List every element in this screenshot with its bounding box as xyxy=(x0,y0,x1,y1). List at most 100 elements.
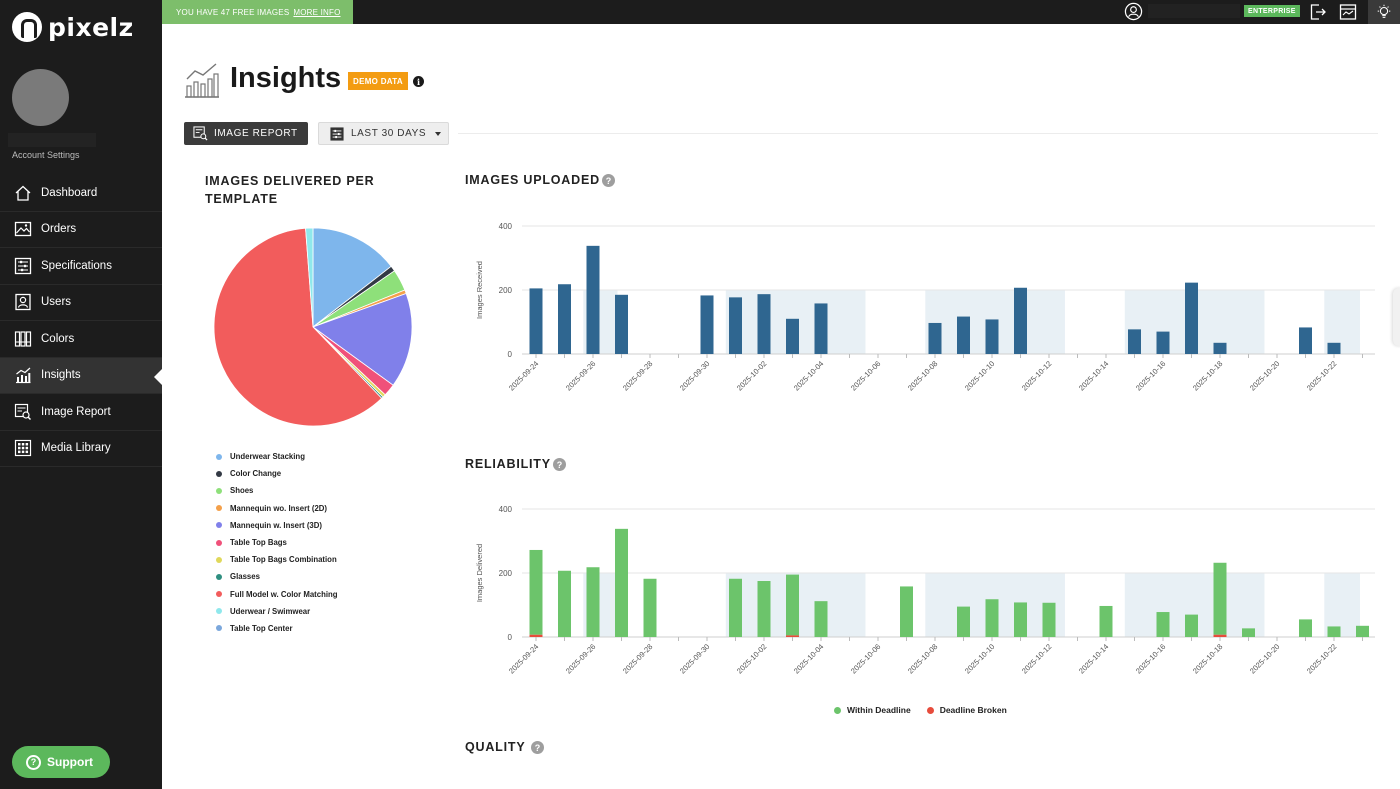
bar[interactable] xyxy=(928,322,942,354)
bar[interactable] xyxy=(700,295,714,354)
bar[interactable] xyxy=(1213,342,1227,354)
promo-text: YOU HAVE 47 FREE IMAGES xyxy=(176,7,290,17)
sidebar-item-specifications[interactable]: Specifications xyxy=(0,248,162,285)
bar-within-deadline[interactable] xyxy=(643,578,657,637)
bar[interactable] xyxy=(985,319,999,354)
bar[interactable] xyxy=(558,284,571,354)
bar-within-deadline[interactable] xyxy=(1014,602,1027,637)
sidebar-item-insights[interactable]: Insights xyxy=(0,357,162,394)
x-tick-label: 2025-10-22 xyxy=(1305,642,1338,675)
bar[interactable] xyxy=(814,303,828,354)
bar[interactable] xyxy=(586,245,600,354)
sidebar-item-orders[interactable]: Orders xyxy=(0,212,162,248)
legend-deadline-broken[interactable]: Deadline Broken xyxy=(926,705,1007,715)
pie-legend-item[interactable]: Glasses xyxy=(216,568,338,585)
avatar[interactable] xyxy=(12,69,69,126)
bar-within-deadline[interactable] xyxy=(786,574,799,636)
bar-within-deadline[interactable] xyxy=(586,567,600,637)
sidebar-item-users[interactable]: Users xyxy=(0,285,162,321)
help-icon[interactable]: ? xyxy=(531,741,544,754)
x-tick-label: 2025-10-08 xyxy=(906,642,939,675)
y-tick-label: 0 xyxy=(508,633,513,642)
bar-within-deadline[interactable] xyxy=(529,549,543,635)
pie-slice[interactable] xyxy=(213,227,383,427)
bar[interactable] xyxy=(1128,329,1141,354)
info-icon[interactable]: i xyxy=(413,76,424,87)
bar[interactable] xyxy=(786,318,799,354)
bar-within-deadline[interactable] xyxy=(1042,602,1056,637)
image-report-icon xyxy=(193,126,208,141)
bar-within-deadline[interactable] xyxy=(985,599,999,637)
pie-legend-item[interactable]: Table Top Bags xyxy=(216,534,338,551)
bar[interactable] xyxy=(1327,342,1341,354)
bar-within-deadline[interactable] xyxy=(1156,612,1170,637)
pie-slice[interactable] xyxy=(305,227,314,328)
bar-within-deadline[interactable] xyxy=(814,601,828,637)
pie-legend-item[interactable]: Mannequin w. Insert (3D) xyxy=(216,517,338,534)
logo[interactable]: pixelz xyxy=(12,10,134,44)
lightbulb-button[interactable] xyxy=(1368,0,1400,24)
date-range-dropdown[interactable]: LAST 30 DAYS xyxy=(318,122,449,145)
bar-within-deadline[interactable] xyxy=(757,581,771,637)
x-tick-label: 2025-10-22 xyxy=(1305,359,1338,392)
bar[interactable] xyxy=(957,316,970,354)
reliability-legend: Within Deadline Deadline Broken xyxy=(834,705,1007,715)
sidebar-item-colors[interactable]: Colors xyxy=(0,321,162,358)
y-axis-label: Images Received xyxy=(475,261,484,319)
bar-deadline-broken[interactable] xyxy=(529,634,543,637)
pie-legend-item[interactable]: Table Top Center xyxy=(216,620,338,637)
bar-within-deadline[interactable] xyxy=(615,528,628,637)
sidebar-item-image-report[interactable]: Image Report xyxy=(0,394,162,431)
pie-legend-item[interactable]: Table Top Bags Combination xyxy=(216,551,338,568)
pie-slice[interactable] xyxy=(312,227,392,328)
bar-within-deadline[interactable] xyxy=(1213,562,1227,635)
pie-legend-item[interactable]: Uderwear / Swimwear xyxy=(216,603,338,620)
bar-within-deadline[interactable] xyxy=(729,578,742,637)
pie-legend-item[interactable]: Color Change xyxy=(216,465,338,482)
legend-label: Full Model w. Color Matching xyxy=(230,589,338,599)
bar-within-deadline[interactable] xyxy=(558,570,571,637)
bar[interactable] xyxy=(615,294,628,354)
bar[interactable] xyxy=(1299,327,1312,354)
sidebar-item-media-library[interactable]: Media Library xyxy=(0,431,162,467)
legend-within-deadline[interactable]: Within Deadline xyxy=(834,705,911,715)
bar-within-deadline[interactable] xyxy=(1185,614,1198,637)
window-icon[interactable] xyxy=(1338,2,1358,22)
pie-slice[interactable] xyxy=(312,292,413,386)
bar[interactable] xyxy=(1185,282,1198,354)
help-icon[interactable]: ? xyxy=(553,458,566,471)
x-tick-label: 2025-10-18 xyxy=(1191,359,1224,392)
x-tick-label: 2025-09-28 xyxy=(621,359,654,392)
image-report-button[interactable]: IMAGE REPORT xyxy=(184,122,308,145)
help-icon[interactable]: ? xyxy=(602,174,615,187)
side-panel-handle[interactable] xyxy=(1393,288,1400,346)
y-tick-label: 400 xyxy=(499,505,513,514)
account-name-redacted xyxy=(8,133,96,147)
pie-legend-item[interactable]: Underwear Stacking xyxy=(216,448,338,465)
logout-icon[interactable] xyxy=(1308,2,1328,22)
bar[interactable] xyxy=(529,288,543,354)
pie-legend-item[interactable]: Full Model w. Color Matching xyxy=(216,586,338,603)
pie-legend-item[interactable]: Shoes xyxy=(216,482,338,499)
sliders-icon xyxy=(14,257,32,275)
bar-within-deadline[interactable] xyxy=(1356,625,1369,637)
bar[interactable] xyxy=(729,297,742,354)
sidebar-item-dashboard[interactable]: Dashboard xyxy=(0,175,162,212)
user-profile-icon[interactable] xyxy=(1124,2,1143,21)
pie-legend-item[interactable]: Mannequin wo. Insert (2D) xyxy=(216,500,338,517)
more-info-link[interactable]: MORE INFO xyxy=(293,7,341,17)
bar-within-deadline[interactable] xyxy=(1299,619,1312,637)
bar-deadline-broken[interactable] xyxy=(786,635,799,637)
account-settings-link[interactable]: Account Settings xyxy=(12,150,80,160)
support-button[interactable]: ? Support xyxy=(12,746,110,778)
bar[interactable] xyxy=(757,294,771,354)
bar[interactable] xyxy=(1014,287,1027,354)
bar[interactable] xyxy=(1156,331,1170,354)
bar-within-deadline[interactable] xyxy=(900,586,913,637)
bar-within-deadline[interactable] xyxy=(1099,605,1113,637)
legend-label: Within Deadline xyxy=(847,705,911,715)
bar-within-deadline[interactable] xyxy=(957,606,970,637)
bar-deadline-broken[interactable] xyxy=(1213,634,1227,637)
bar-within-deadline[interactable] xyxy=(1242,628,1255,637)
bar-within-deadline[interactable] xyxy=(1327,626,1341,637)
